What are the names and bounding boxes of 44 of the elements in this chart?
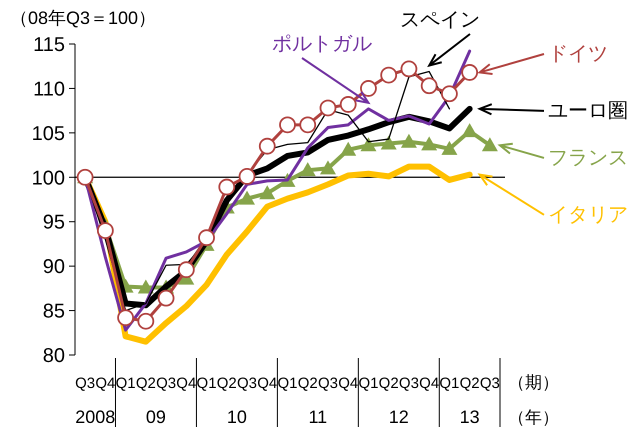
x-tick-label: Q4 — [419, 375, 440, 392]
x-tick-label: Q3 — [237, 375, 258, 392]
x-tick-label: Q1 — [358, 375, 378, 392]
x-tick-label: Q4 — [338, 375, 358, 392]
x-tick-label: Q3 — [156, 375, 176, 392]
text: スペイン — [400, 9, 480, 31]
text: 11 — [308, 407, 328, 427]
legend-label: ドイツ — [548, 42, 608, 65]
x-tick-label: Q2 — [298, 375, 318, 392]
x-tick-label: Q1 — [277, 375, 298, 392]
x-tick-label: Q1 — [116, 375, 136, 392]
text: （年） — [508, 408, 559, 427]
x-tick-label: Q3 — [75, 375, 96, 392]
y-axis-title: （08年Q3＝100） — [10, 8, 156, 28]
x-tick-label: Q2 — [216, 375, 237, 392]
x-tick-label: Q2 — [460, 375, 480, 392]
y-tick-label: 100 — [32, 167, 65, 190]
text: 09 — [146, 407, 166, 427]
y-tick-label: 110 — [33, 78, 65, 100]
legend-label: ユーロ圏 — [548, 100, 628, 122]
y-tick-label: 80 — [42, 345, 65, 367]
text: 2008 — [75, 407, 116, 427]
text: 13 — [460, 407, 480, 427]
x-tick-label: Q1 — [439, 375, 460, 392]
x-tick-label: Q1 — [196, 375, 217, 392]
y-tick-label: 90 — [42, 256, 65, 278]
x-tick-label: Q3 — [318, 375, 338, 392]
y-tick-label: 105 — [32, 122, 65, 145]
x-tick-label: Q2 — [378, 375, 399, 392]
x-tick-label: Q4 — [176, 375, 196, 392]
x-tick-label: Q3 — [398, 375, 419, 392]
x-axis-title: （期） — [508, 373, 559, 392]
text: イタリア — [548, 204, 628, 226]
text: 12 — [388, 407, 409, 427]
y-tick-label: 95 — [42, 212, 65, 234]
y-tick-label: 115 — [33, 34, 65, 56]
y-tick-label: 85 — [42, 300, 65, 323]
legend-label: フランス — [548, 146, 628, 169]
x-tick-label: Q3 — [480, 375, 500, 392]
x-tick-label: Q4 — [257, 375, 278, 392]
text: ポルトガル — [272, 33, 372, 55]
x-tick-label: Q4 — [95, 375, 116, 392]
text: 10 — [226, 407, 247, 427]
x-tick-label: Q2 — [136, 375, 156, 392]
